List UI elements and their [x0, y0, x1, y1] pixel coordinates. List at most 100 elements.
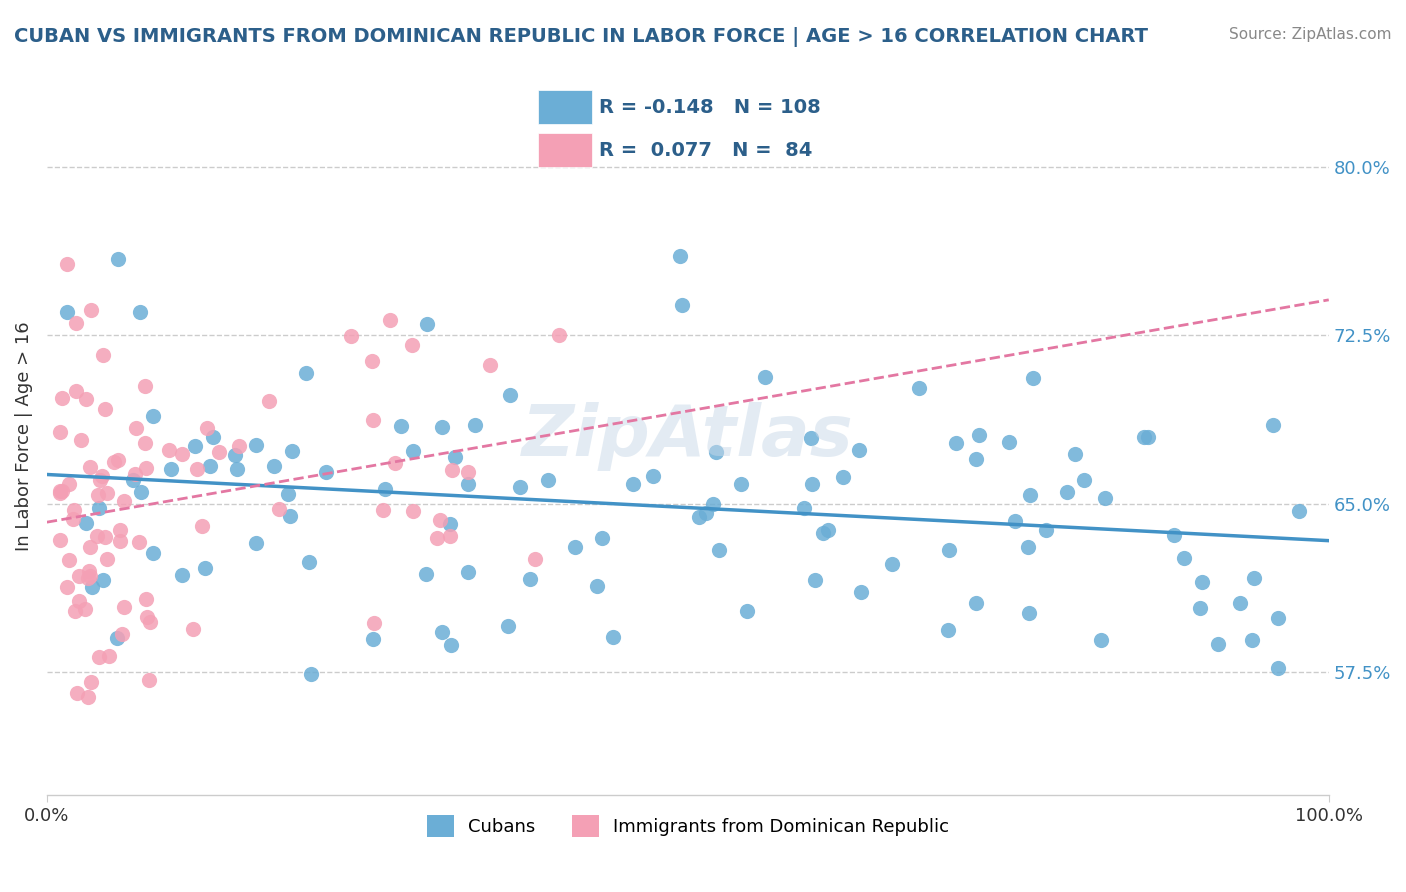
Point	[1017, 540, 1039, 554]
Point	[86, 488, 108, 502]
Point	[1136, 430, 1159, 444]
Point	[384, 456, 406, 470]
Point	[707, 543, 730, 558]
Point	[105, 631, 128, 645]
Point	[77, 571, 100, 585]
Point	[267, 502, 290, 516]
Point	[440, 638, 463, 652]
Point	[1090, 633, 1112, 648]
Point	[389, 418, 412, 433]
Point	[138, 673, 160, 687]
Point	[128, 534, 150, 549]
Point	[135, 460, 157, 475]
Point	[170, 447, 193, 461]
Point	[1261, 418, 1284, 433]
Point	[299, 667, 322, 681]
Point	[1163, 528, 1185, 542]
Point	[63, 604, 86, 618]
Point	[1035, 523, 1057, 537]
Point	[621, 476, 644, 491]
Point	[124, 467, 146, 481]
Point	[496, 619, 519, 633]
Point	[142, 546, 165, 560]
Point	[62, 512, 84, 526]
Point	[439, 516, 461, 531]
Point	[1018, 488, 1040, 502]
Point	[128, 305, 150, 319]
Point	[641, 469, 664, 483]
Point	[77, 690, 100, 704]
Point	[51, 484, 73, 499]
Point	[429, 513, 451, 527]
Point	[811, 525, 834, 540]
Point	[55, 305, 77, 319]
Point	[67, 569, 90, 583]
Point	[380, 312, 402, 326]
Y-axis label: In Labor Force | Age > 16: In Labor Force | Age > 16	[15, 322, 32, 551]
Point	[136, 610, 159, 624]
Point	[998, 434, 1021, 449]
Point	[1243, 571, 1265, 585]
Point	[62, 503, 84, 517]
Text: CUBAN VS IMMIGRANTS FROM DOMINICAN REPUBLIC IN LABOR FORCE | AGE > 16 CORRELATIO: CUBAN VS IMMIGRANTS FROM DOMINICAN REPUB…	[14, 27, 1149, 46]
Point	[1056, 484, 1078, 499]
Point	[443, 450, 465, 464]
Point	[228, 439, 250, 453]
Point	[184, 439, 207, 453]
Point	[48, 486, 70, 500]
Point	[363, 615, 385, 630]
Point	[111, 626, 134, 640]
Point	[79, 459, 101, 474]
Point	[194, 561, 217, 575]
Point	[730, 477, 752, 491]
Point	[967, 428, 990, 442]
Point	[142, 409, 165, 423]
Point	[1267, 661, 1289, 675]
Point	[112, 494, 135, 508]
Point	[426, 532, 449, 546]
Point	[89, 649, 111, 664]
Point	[65, 384, 87, 398]
Point	[1267, 610, 1289, 624]
Point	[702, 497, 724, 511]
Point	[1018, 607, 1040, 621]
Point	[91, 348, 114, 362]
Point	[58, 477, 80, 491]
Point	[89, 473, 111, 487]
Point	[135, 592, 157, 607]
Point	[361, 632, 384, 646]
Point	[298, 555, 321, 569]
Point	[908, 381, 931, 395]
Point	[131, 485, 153, 500]
Point	[537, 473, 560, 487]
Point	[849, 585, 872, 599]
Point	[401, 338, 423, 352]
Point	[96, 486, 118, 500]
Point	[479, 358, 502, 372]
Point	[457, 477, 479, 491]
Point	[103, 455, 125, 469]
Point	[66, 686, 89, 700]
Point	[80, 303, 103, 318]
Point	[509, 480, 531, 494]
Point	[277, 487, 299, 501]
Point	[804, 573, 827, 587]
Point	[108, 523, 131, 537]
Point	[186, 462, 208, 476]
Point	[523, 551, 546, 566]
Point	[75, 602, 97, 616]
Point	[848, 442, 870, 457]
Point	[79, 674, 101, 689]
Point	[67, 594, 90, 608]
Point	[965, 452, 987, 467]
Point	[79, 568, 101, 582]
Point	[86, 529, 108, 543]
Point	[48, 484, 70, 499]
Point	[1022, 371, 1045, 385]
Point	[439, 529, 461, 543]
Point	[374, 482, 396, 496]
Point	[1133, 430, 1156, 444]
Point	[1188, 600, 1211, 615]
Point	[1064, 447, 1087, 461]
Point	[77, 565, 100, 579]
